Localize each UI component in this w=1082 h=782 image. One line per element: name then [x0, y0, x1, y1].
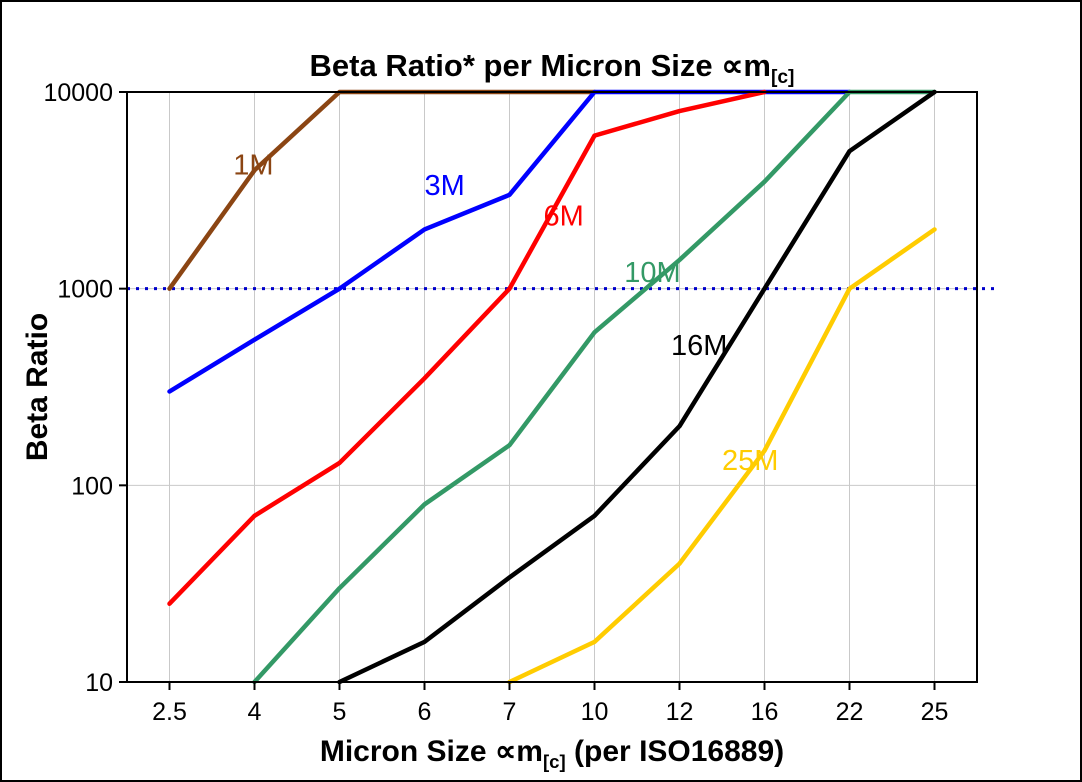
x-tick-label: 7 [503, 698, 517, 726]
x-tick-label: 4 [248, 698, 262, 726]
x-tick-label: 5 [333, 698, 347, 726]
y-tick-label: 100 [71, 472, 113, 500]
x-axis-title-pre: Micron Size ∝m [319, 735, 543, 768]
plot-border [126, 91, 978, 683]
series-line-16M [337, 89, 937, 685]
series-label-16M: 16M [671, 330, 727, 362]
x-tick-label: 16 [751, 698, 779, 726]
x-axis-title-post: (per ISO16889) [565, 735, 785, 768]
series-line-25M [507, 227, 937, 685]
x-axis-title: Micron Size ∝m[c] (per ISO16889) [127, 734, 977, 773]
x-axis-title-subscript: [c] [542, 751, 566, 772]
series-label-10M: 10M [624, 257, 680, 289]
series-label-1M: 1M [233, 150, 273, 182]
x-tick-label: 2.5 [152, 698, 187, 726]
y-tick-label: 1000 [57, 276, 113, 304]
x-tick-label: 10 [581, 698, 609, 726]
chart-title: Beta Ratio* per Micron Size ∝m[c] [127, 48, 977, 89]
x-tick-label: 25 [921, 698, 949, 726]
series-line-6M [167, 89, 767, 606]
series-label-25M: 25M [722, 445, 778, 477]
chart-title-subscript: [c] [770, 67, 795, 89]
y-tick-label: 10 [85, 669, 113, 697]
x-tick-label: 6 [418, 698, 432, 726]
series-label-6M: 6M [544, 200, 584, 232]
series-label-3M: 3M [425, 170, 465, 202]
x-tick-label: 22 [836, 698, 864, 726]
chart-title-main: Beta Ratio* per Micron Size ∝m [309, 48, 771, 83]
series-line-10M [252, 89, 937, 685]
y-tick-label: 10000 [43, 79, 113, 107]
y-axis-title: Beta Ratio [21, 312, 54, 462]
x-tick-label: 12 [666, 698, 694, 726]
